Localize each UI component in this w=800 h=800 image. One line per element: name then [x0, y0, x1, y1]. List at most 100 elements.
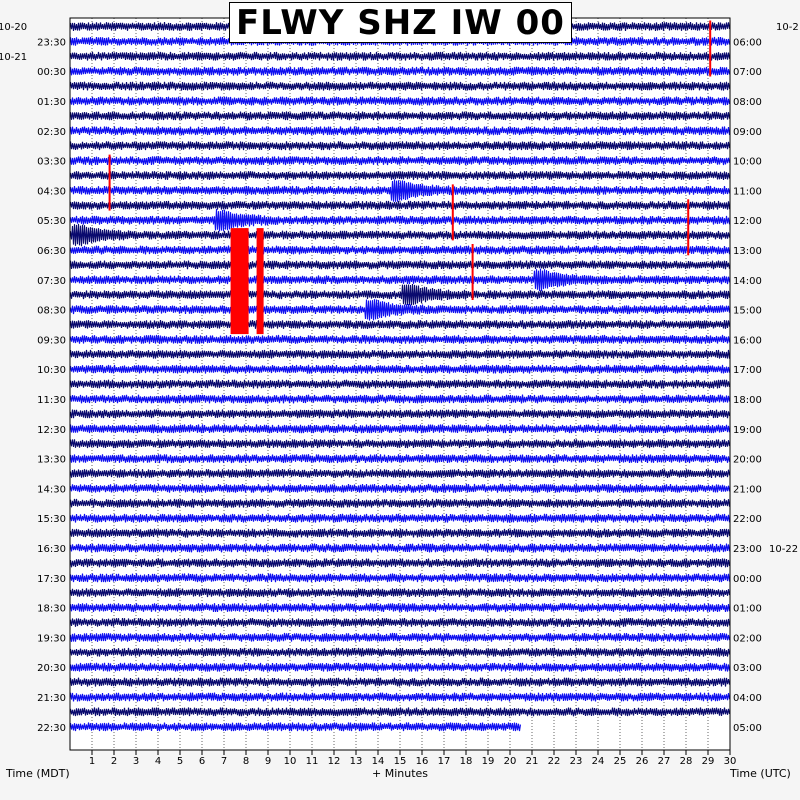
x-tick-label: 23 — [570, 756, 583, 767]
right-date-label: 10-2 — [776, 22, 799, 33]
chart-title: FLWY SHZ IW 00 — [236, 2, 565, 43]
trace-row — [69, 126, 731, 136]
x-axis: 1 2 3 4 5 6 7 8 9 10 11 12 13 14 15 16 17 18 19 20 21 22 23 24 2… — [89, 750, 737, 767]
right-time-label: 04:00 — [733, 693, 762, 704]
right-time-label: 01:00 — [733, 604, 762, 615]
trace-row — [69, 364, 731, 374]
x-tick-label: 29 — [702, 756, 715, 767]
trace-row — [69, 111, 731, 121]
right-time-label: 08:00 — [733, 97, 762, 108]
x-tick-label: 15 — [394, 756, 407, 767]
left-time-label: 18:30 — [37, 604, 66, 615]
left-time-label: 04:30 — [37, 186, 66, 197]
right-time-axis: 06:00 07:00 08:00 09:00 10:00 11:00 12:00 13:00… — [733, 22, 799, 734]
trace-row — [69, 51, 731, 61]
left-time-label: 01:30 — [37, 97, 66, 108]
x-tick-label: 11 — [306, 756, 319, 767]
trace-row — [69, 208, 731, 232]
right-time-label: 21:00 — [733, 484, 762, 495]
right-time-label: 00:00 — [733, 574, 762, 585]
right-time-label: 12:00 — [733, 216, 762, 227]
right-time-label: 22:00 — [733, 514, 762, 525]
trace-row — [69, 439, 731, 449]
chart-title-box: FLWY SHZ IW 00 — [229, 2, 572, 43]
trace-row — [69, 268, 731, 292]
trace-row — [69, 528, 731, 538]
trace-row — [69, 469, 731, 478]
x-tick-label: 10 — [284, 756, 297, 767]
clipped-block — [256, 228, 264, 335]
left-time-label: 17:30 — [37, 574, 66, 585]
left-time-label: 11:30 — [37, 395, 66, 406]
left-time-label: 12:30 — [37, 425, 66, 436]
x-tick-label: 19 — [482, 756, 495, 767]
left-time-label: 00:30 — [37, 67, 66, 78]
left-time-label: 23:30 — [37, 37, 66, 48]
trace-row — [69, 334, 731, 344]
x-tick-label: 18 — [460, 756, 473, 767]
trace-row — [69, 632, 731, 642]
left-time-label: 06:30 — [37, 246, 66, 257]
x-tick-label: 27 — [658, 756, 671, 767]
trace-row — [69, 379, 731, 389]
trace-row — [69, 409, 731, 419]
seismic-events — [108, 20, 712, 335]
left-time-label: 14:30 — [37, 484, 66, 495]
x-tick-label: 26 — [636, 756, 649, 767]
right-time-label: 10:00 — [733, 157, 762, 168]
left-time-label: 08:30 — [37, 306, 66, 317]
trace-row — [69, 66, 731, 76]
right-time-label: 06:00 — [733, 37, 762, 48]
trace-row — [69, 454, 731, 464]
x-tick-label: 7 — [221, 756, 227, 767]
trace-row — [69, 179, 731, 202]
trace-row — [69, 588, 731, 598]
right-time-label: 19:00 — [733, 425, 762, 436]
x-tick-label: 20 — [504, 756, 517, 767]
x-tick-label: 14 — [372, 756, 385, 767]
x-axis-label: + Minutes — [372, 767, 428, 780]
right-time-label: 05:00 — [733, 723, 762, 734]
trace-row — [69, 320, 731, 329]
trace-row — [69, 96, 731, 106]
trace-row — [69, 722, 522, 732]
x-tick-label: 13 — [350, 756, 363, 767]
trace-row — [69, 618, 731, 627]
left-date-label: 10-21 — [0, 52, 27, 63]
trace-row — [69, 543, 731, 553]
x-tick-label: 4 — [155, 756, 161, 767]
left-axis-label: Time (MDT) — [5, 767, 70, 780]
x-tick-label: 17 — [438, 756, 451, 767]
left-time-label: 10:30 — [37, 365, 66, 376]
x-tick-label: 3 — [133, 756, 139, 767]
left-time-label: 02:30 — [37, 127, 66, 138]
x-tick-label: 5 — [177, 756, 183, 767]
left-time-label: 19:30 — [37, 633, 66, 644]
x-tick-label: 25 — [614, 756, 627, 767]
right-time-label: 02:00 — [733, 633, 762, 644]
trace-row — [69, 260, 731, 270]
trace-row — [69, 156, 731, 166]
trace-row — [69, 171, 731, 180]
left-date-label: 10-20 — [0, 22, 27, 33]
x-tick-label: 22 — [548, 756, 561, 767]
trace-row — [69, 483, 731, 493]
clipped-block — [230, 228, 249, 335]
left-time-label: 20:30 — [37, 663, 66, 674]
left-time-label: 15:30 — [37, 514, 66, 525]
x-tick-label: 16 — [416, 756, 429, 767]
left-time-label: 05:30 — [37, 216, 66, 227]
right-time-label: 23:00 — [733, 544, 762, 555]
trace-row — [69, 299, 731, 321]
right-time-label: 13:00 — [733, 246, 762, 257]
right-time-label: 15:00 — [733, 306, 762, 317]
x-tick-label: 6 — [199, 756, 205, 767]
trace-row — [69, 223, 731, 247]
right-time-label: 18:00 — [733, 395, 762, 406]
right-time-label: 20:00 — [733, 455, 762, 466]
trace-row — [69, 498, 731, 508]
x-tick-label: 1 — [89, 756, 95, 767]
trace-row — [69, 692, 731, 702]
left-time-label: 07:30 — [37, 276, 66, 287]
x-tick-label: 30 — [724, 756, 737, 767]
